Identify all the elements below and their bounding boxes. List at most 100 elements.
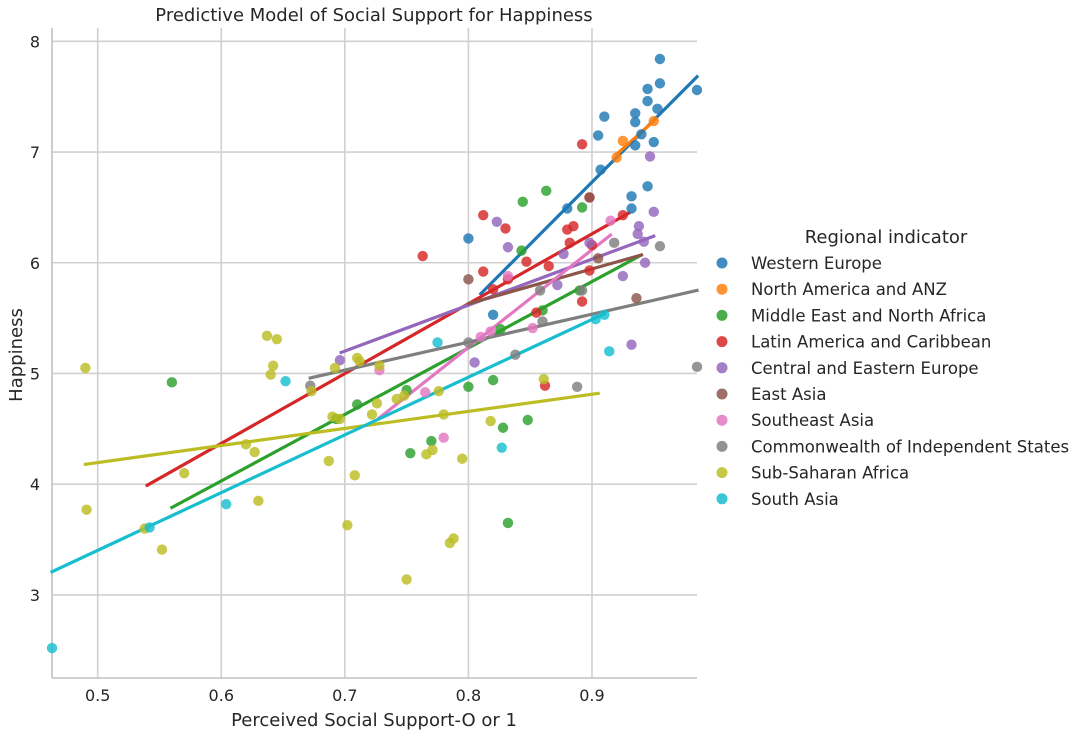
data-point (648, 115, 659, 127)
data-point (487, 374, 499, 386)
data-point (599, 309, 610, 320)
data-point (478, 266, 489, 277)
data-point (617, 270, 629, 282)
y-tick-label: 8 (30, 32, 40, 51)
data-point (485, 326, 496, 337)
data-point (487, 309, 499, 320)
data-point (427, 444, 438, 456)
data-point (517, 196, 528, 208)
trend-lines (49, 74, 700, 574)
data-point (648, 136, 659, 148)
data-point (516, 245, 527, 256)
trend-line (144, 210, 632, 488)
data-point (531, 307, 542, 318)
legend-label: East Asia (751, 385, 826, 404)
data-point (632, 228, 643, 240)
data-point (280, 376, 291, 387)
data-point (617, 135, 629, 147)
data-point (626, 191, 637, 202)
data-point (534, 285, 546, 296)
data-point (444, 537, 456, 549)
data-point (457, 453, 468, 464)
data-point (564, 237, 575, 249)
data-point (510, 349, 521, 360)
data-point (642, 95, 653, 107)
legend-marker (716, 440, 728, 452)
data-point (631, 292, 642, 304)
data-point (537, 316, 548, 327)
data-point (654, 78, 666, 89)
legend-marker (716, 493, 728, 505)
legend-marker (716, 257, 728, 269)
data-point (630, 108, 641, 119)
data-point (374, 360, 385, 371)
data-point (334, 354, 346, 366)
data-point (576, 139, 588, 150)
data-point (654, 240, 666, 252)
data-point (642, 83, 653, 95)
data-point (502, 517, 514, 529)
data-point (485, 415, 496, 427)
legend-label: Commonwealth of Independent States (751, 437, 1069, 456)
data-point (592, 253, 604, 264)
data-point (179, 467, 190, 479)
data-point (595, 164, 606, 175)
data-point (432, 337, 443, 348)
y-tick-label: 6 (30, 254, 40, 273)
data-point (463, 381, 474, 392)
legend-marker (716, 362, 728, 374)
legend-label: Middle East and North Africa (751, 306, 986, 325)
x-axis-label: Perceived Social Support-O or 1 (231, 710, 517, 731)
legend: Regional indicator Western Europe North A… (716, 227, 1069, 509)
chart-title: Predictive Model of Social Support for H… (155, 5, 592, 26)
data-point (630, 116, 641, 128)
data-point (438, 432, 449, 443)
data-point (592, 130, 604, 141)
legend-label: South Asia (751, 490, 839, 509)
x-tick-label: 0.9 (579, 686, 604, 705)
data-point (438, 409, 449, 420)
grid-lines (52, 28, 697, 678)
data-point (475, 331, 486, 343)
data-point (604, 346, 615, 357)
data-point (638, 236, 650, 247)
data-point (334, 413, 346, 425)
data-point (271, 333, 283, 345)
data-point (166, 377, 178, 388)
data-point (433, 386, 444, 397)
data-point (609, 237, 620, 249)
data-point (496, 442, 507, 453)
legend-marker (716, 309, 728, 321)
x-tick-label: 0.6 (209, 686, 234, 705)
legend-label: Latin America and Caribbean (751, 333, 991, 352)
legend-marker (716, 283, 728, 295)
legend-title: Regional indicator (805, 227, 968, 248)
tick-labels: 0.5 0.6 0.7 0.8 0.9 3 4 5 6 7 8 (30, 32, 605, 705)
legend-label: North America and ANZ (751, 280, 947, 299)
trend-line (83, 391, 600, 467)
data-point (46, 642, 58, 654)
data-point (642, 181, 653, 192)
data-point (527, 322, 538, 334)
data-point (538, 373, 549, 385)
legend-marker (716, 336, 728, 348)
data-point (576, 285, 588, 296)
data-point (469, 357, 480, 368)
y-tick-label: 7 (30, 143, 40, 162)
data-points (46, 53, 703, 654)
data-point (617, 209, 629, 221)
legend-marker (716, 414, 728, 426)
y-tick-label: 5 (30, 364, 40, 383)
data-point (558, 248, 569, 260)
legend-marker (716, 467, 728, 479)
data-point (584, 192, 595, 203)
data-point (487, 284, 499, 295)
data-point (253, 495, 264, 507)
data-point (349, 470, 360, 481)
trend-line (478, 74, 700, 297)
data-point (543, 260, 554, 272)
trend-line (308, 288, 699, 380)
data-point (502, 270, 514, 282)
data-point (398, 390, 410, 401)
data-point (541, 185, 552, 196)
